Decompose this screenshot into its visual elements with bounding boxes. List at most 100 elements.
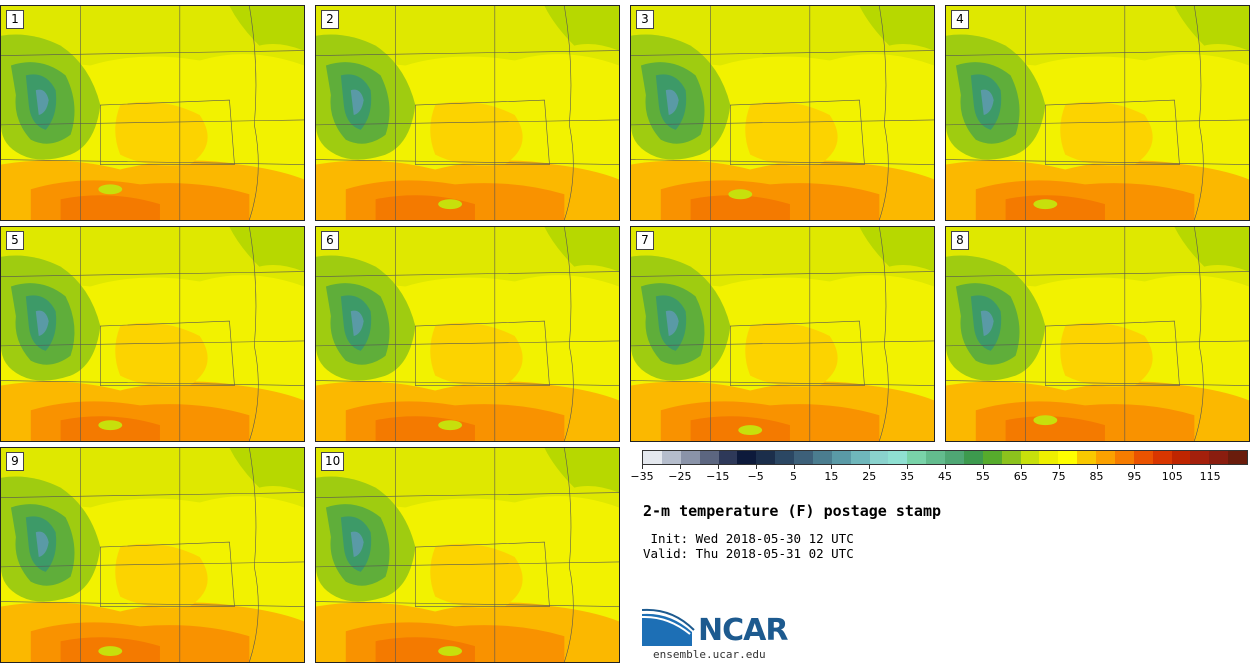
- temperature-map: [1, 448, 304, 662]
- colorbar-tick: [1058, 465, 1060, 469]
- ncar-wordmark: NCAR: [698, 613, 788, 648]
- colorbar-tick-label: 65: [1013, 470, 1028, 483]
- colorbar-tick: [1134, 465, 1136, 469]
- colorbar-tick-label: 25: [862, 470, 877, 483]
- temperature-map: [316, 6, 619, 220]
- member-number: 5: [6, 231, 24, 250]
- plot-title: 2-m temperature (F) postage stamp: [643, 502, 942, 520]
- stamp-panel-1: 1: [0, 5, 305, 221]
- stamp-panel-5: 5: [0, 226, 305, 442]
- temperature-map: [946, 6, 1249, 220]
- colorbar-swatch: [850, 451, 870, 464]
- colorbar-tick-label: 75: [1051, 470, 1066, 483]
- stamp-panel-4: 4: [945, 5, 1250, 221]
- colorbar-tick: [717, 465, 719, 469]
- colorbar-swatch: [1096, 451, 1115, 464]
- member-number: 3: [636, 10, 654, 29]
- colorbar-swatch: [643, 451, 662, 464]
- colorbar-swatch: [661, 451, 681, 464]
- colorbar-swatch: [1020, 451, 1040, 464]
- colorbar-swatch: [963, 451, 983, 464]
- member-number: 9: [6, 452, 24, 471]
- stamp-panel-8: 8: [945, 226, 1250, 442]
- colorbar-tick: [1210, 465, 1212, 469]
- colorbar-tick: [907, 465, 909, 469]
- colorbar-tick-label: 85: [1089, 470, 1104, 483]
- colorbar-tick: [755, 465, 757, 469]
- colorbar-swatch: [945, 451, 964, 464]
- colorbar-swatch: [794, 451, 813, 464]
- colorbar-tick-label: −5: [747, 470, 764, 483]
- temperature-map: [1, 227, 304, 441]
- colorbar-swatch: [926, 451, 945, 464]
- stamp-panel-7: 7: [630, 226, 935, 442]
- colorbar-swatch: [869, 451, 889, 464]
- colorbar-swatch: [888, 451, 908, 464]
- colorbar-swatch: [1133, 451, 1153, 464]
- colorbar-swatch: [680, 451, 700, 464]
- member-number: 2: [321, 10, 339, 29]
- colorbar-swatch: [1001, 451, 1021, 464]
- colorbar-swatch: [1039, 451, 1059, 464]
- colorbar-swatch: [1209, 451, 1229, 464]
- colorbar-swatch: [982, 451, 1002, 464]
- valid-time: Valid: Thu 2018-05-31 02 UTC: [643, 546, 854, 561]
- colorbar-swatch: [831, 451, 851, 464]
- colorbar-swatch: [1190, 451, 1210, 464]
- colorbar-swatch: [737, 451, 757, 464]
- colorbar-tick-label: 45: [938, 470, 952, 483]
- temperature-map: [946, 227, 1249, 441]
- colorbar-swatches: [642, 450, 1248, 465]
- member-number: 7: [636, 231, 654, 250]
- colorbar-tick: [642, 465, 643, 469]
- colorbar-tick-label: 55: [975, 470, 990, 483]
- logo-url: ensemble.ucar.edu: [653, 648, 766, 661]
- colorbar-tick-label: −15: [706, 470, 730, 483]
- temperature-colorbar: −35 −25 −15 −5 5 15 25 35 45 55 65 75 85 95 105 115: [630, 450, 1248, 486]
- colorbar-swatch: [1171, 451, 1191, 464]
- temperature-map: [316, 227, 619, 441]
- colorbar-swatch: [1228, 451, 1247, 464]
- colorbar-tick-label: −35: [630, 470, 654, 483]
- member-number: 1: [6, 10, 24, 29]
- colorbar-tick: [945, 465, 946, 469]
- colorbar-tick-label: 35: [900, 470, 915, 483]
- colorbar-swatch: [1058, 451, 1078, 464]
- colorbar-tick: [869, 465, 871, 469]
- colorbar-tick-label: −25: [668, 470, 692, 483]
- colorbar-tick: [1020, 465, 1022, 469]
- stamp-panel-10: 10: [315, 447, 620, 663]
- colorbar-tick: [679, 465, 681, 469]
- colorbar-swatch: [1152, 451, 1172, 464]
- stamp-panel-2: 2: [315, 5, 620, 221]
- colorbar-swatch: [775, 451, 794, 464]
- temperature-map: [631, 227, 934, 441]
- colorbar-tick: [831, 465, 833, 469]
- ncar-swoosh-icon: [642, 608, 695, 646]
- colorbar-tick: [793, 465, 795, 469]
- colorbar-ticks: −35 −25 −15 −5 5 15 25 35 45 55 65 75 85 95 105 115: [630, 465, 1248, 486]
- colorbar-swatch: [812, 451, 832, 464]
- stamp-panel-3: 3: [630, 5, 935, 221]
- stamp-panel-6: 6: [315, 226, 620, 442]
- colorbar-swatch: [1077, 451, 1096, 464]
- colorbar-tick-label: 15: [824, 470, 839, 483]
- colorbar-swatch: [718, 451, 738, 464]
- colorbar-tick-label: 105: [1161, 470, 1183, 483]
- stamp-panel-9: 9: [0, 447, 305, 663]
- colorbar-tick-label: 95: [1127, 470, 1142, 483]
- colorbar-tick: [1172, 465, 1174, 469]
- colorbar-swatch: [907, 451, 927, 464]
- init-time: Init: Wed 2018-05-30 12 UTC: [643, 531, 854, 546]
- member-number: 10: [321, 452, 345, 471]
- colorbar-tick: [982, 465, 984, 469]
- member-number: 8: [951, 231, 969, 250]
- ncar-logo: NCAR: [642, 606, 792, 656]
- member-number: 6: [321, 231, 339, 250]
- temperature-map: [316, 448, 619, 662]
- colorbar-swatch: [699, 451, 719, 464]
- temperature-map: [1, 6, 304, 220]
- colorbar-tick-label: 5: [790, 470, 797, 483]
- temperature-map: [631, 6, 934, 220]
- member-number: 4: [951, 10, 969, 29]
